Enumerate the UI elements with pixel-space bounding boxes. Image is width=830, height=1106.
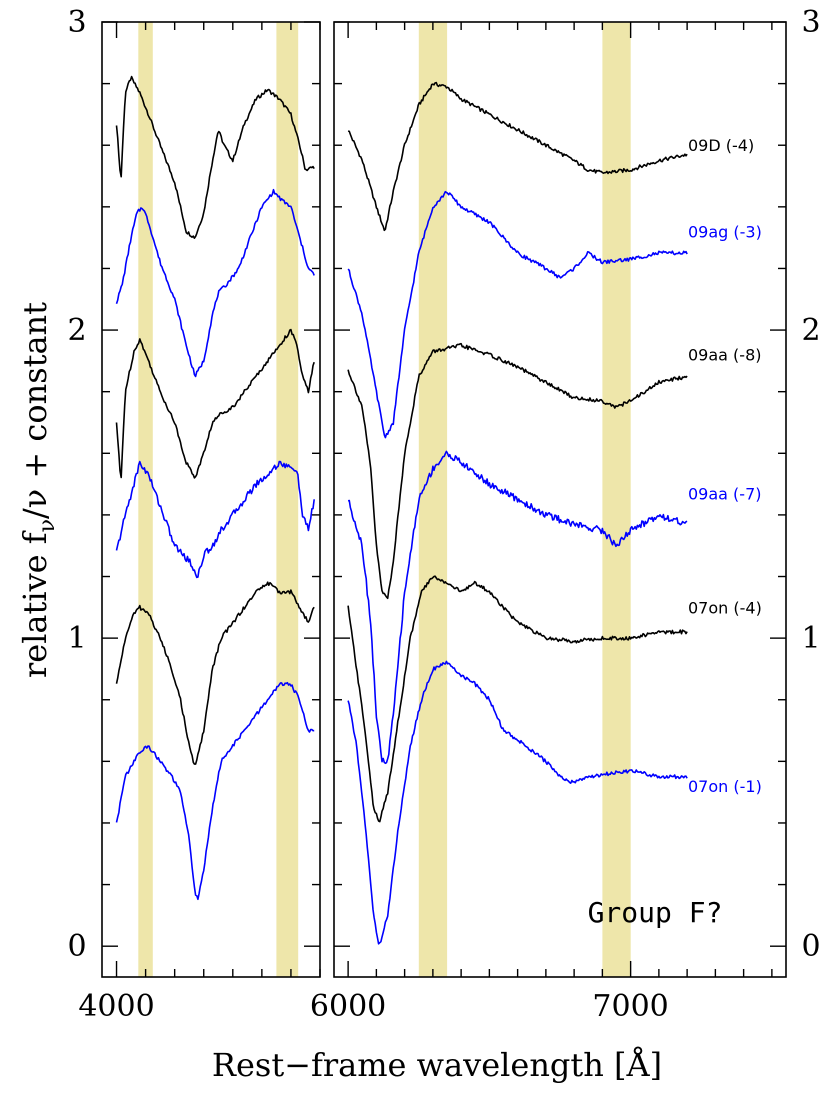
series-3-right-line xyxy=(347,450,688,765)
x-tick-label-7000: 7000 xyxy=(592,989,668,1024)
panel-frame-right xyxy=(333,21,787,978)
band-0 xyxy=(138,22,153,977)
series-2-left-line xyxy=(115,328,315,479)
series-4-right-line xyxy=(347,575,688,823)
series-0-right-line xyxy=(347,81,688,232)
series-label-4: 07on (-4) xyxy=(688,598,762,617)
y-tick-label-right-2: 2 xyxy=(801,313,820,348)
series-4-left-line xyxy=(115,581,315,765)
y-tick-label-left-0: 0 xyxy=(67,929,86,964)
band-1 xyxy=(276,22,299,977)
x-axis-title: Rest−frame wavelength [Å] xyxy=(212,1046,662,1084)
y-tick-label-left-3: 3 xyxy=(67,5,86,40)
panel-frames: 4000 6000 7000 0 0 1 1 2 2 3 3 xyxy=(67,5,820,1024)
series-1-left-line xyxy=(115,188,315,378)
y-axis-title-main: relative f xyxy=(16,530,54,678)
y-tick-label-right-1: 1 xyxy=(801,621,820,656)
series-label-5: 07on (-1) xyxy=(688,777,762,796)
x-tick-label-4000: 4000 xyxy=(78,989,154,1024)
panel-frame-left xyxy=(101,21,321,978)
series-1-right-line xyxy=(347,190,688,439)
series-labels: 09D (-4) 09ag (-3) 09aa (-8) 09aa (-7) 07on … xyxy=(688,136,762,796)
group-annotation: Group F? xyxy=(588,896,723,929)
series-label-2: 09aa (-8) xyxy=(688,346,762,365)
series-label-0: 09D (-4) xyxy=(688,136,754,155)
series-2-right-line xyxy=(347,342,688,600)
series-0-left-line xyxy=(115,75,315,239)
series-5-left-line xyxy=(115,681,315,901)
series-3-left-line xyxy=(115,460,315,579)
y-tick-label-right-0: 0 xyxy=(801,929,820,964)
spectra-series xyxy=(115,75,688,945)
y-tick-label-left-2: 2 xyxy=(67,313,86,348)
x-tick-label-6000: 6000 xyxy=(310,989,386,1024)
series-label-3: 09aa (-7) xyxy=(688,484,762,503)
series-5-right-line xyxy=(347,660,688,945)
y-axis-title-tail: + constant xyxy=(16,302,54,489)
band-2 xyxy=(418,22,448,977)
y-axis-title-sub: ν xyxy=(35,519,60,532)
y-axis-title-mid: /ν xyxy=(16,489,54,519)
y-axis-title: relative fν/ν + constant xyxy=(16,302,60,678)
y-tick-label-right-3: 3 xyxy=(801,5,820,40)
absorption-bands xyxy=(138,22,631,977)
band-3 xyxy=(602,22,631,977)
y-tick-label-left-1: 1 xyxy=(67,621,86,656)
series-label-1: 09ag (-3) xyxy=(688,223,762,242)
